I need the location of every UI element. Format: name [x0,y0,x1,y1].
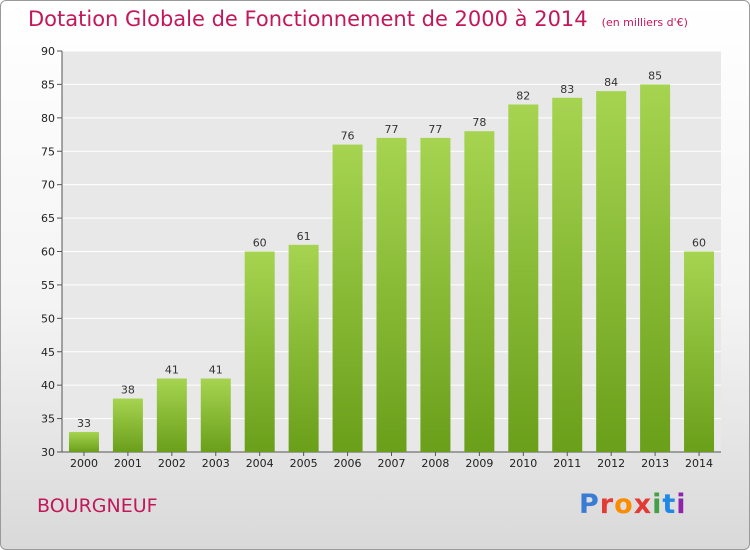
bar-value-label: 85 [648,69,662,82]
y-tick-label: 55 [41,279,55,292]
chart-title-block: Dotation Globale de Fonctionnement de 20… [28,7,688,31]
bar [112,398,143,452]
chart-title: Dotation Globale de Fonctionnement de 20… [28,7,588,31]
bar [376,137,407,452]
x-tick-label: 2005 [290,457,318,470]
y-tick-label: 90 [41,45,55,58]
logo-letter: r [599,489,615,520]
bar [68,431,99,452]
y-tick-label: 45 [41,346,55,359]
x-tick-label: 2010 [509,457,537,470]
bar-value-label: 60 [692,237,706,250]
logo-letter: x [633,489,653,520]
bar-value-label: 38 [121,384,135,397]
chart-unit: (en milliers d'€) [601,16,688,29]
x-tick-label: 2013 [641,457,669,470]
bar [684,251,715,452]
city-name: BOURGNEUF [37,495,158,517]
y-tick-label: 65 [41,212,55,225]
x-tick-label: 2011 [553,457,581,470]
bar [156,378,187,452]
x-tick-label: 2008 [421,457,449,470]
x-tick-label: 2004 [246,457,274,470]
y-tick-label: 75 [41,145,55,158]
y-tick-label: 50 [41,312,55,325]
x-tick-label: 2001 [114,457,142,470]
bar [200,378,231,452]
bar-value-label: 84 [604,76,618,89]
bar-value-label: 33 [77,417,91,430]
bar [640,84,671,453]
y-tick-label: 30 [41,446,55,459]
bar [464,131,495,452]
proxiti-logo: Proxiti [579,489,687,520]
bar [244,251,275,452]
bar [596,91,627,452]
logo-letter: i [676,489,687,520]
x-tick-label: 2007 [378,457,406,470]
bar-value-label: 61 [297,230,311,243]
y-tick-label: 80 [41,112,55,125]
y-tick-label: 70 [41,179,55,192]
x-tick-label: 2002 [158,457,186,470]
x-tick-label: 2006 [334,457,362,470]
bar-value-label: 77 [385,123,399,136]
bar-value-label: 77 [428,123,442,136]
logo-letter: i [652,489,663,520]
y-tick-label: 40 [41,379,55,392]
x-tick-label: 2009 [465,457,493,470]
bar [420,137,451,452]
bar-value-label: 83 [560,83,574,96]
bar-value-label: 78 [472,116,486,129]
bar [508,104,539,452]
x-tick-label: 2000 [70,457,98,470]
x-tick-label: 2003 [202,457,230,470]
y-tick-label: 35 [41,413,55,426]
y-tick-label: 60 [41,246,55,259]
logo-letter: o [614,489,634,520]
x-tick-label: 2012 [597,457,625,470]
bar [332,144,363,453]
bar [552,97,583,453]
logo-letter: t [662,489,677,520]
bar-value-label: 60 [253,237,267,250]
bar-value-label: 41 [209,363,223,376]
bar-value-label: 41 [165,363,179,376]
bar [288,244,319,452]
bar-value-label: 82 [516,89,530,102]
logo-letter: P [579,489,600,520]
x-tick-label: 2014 [685,457,713,470]
bar-value-label: 76 [341,130,355,143]
y-tick-label: 85 [41,78,55,91]
